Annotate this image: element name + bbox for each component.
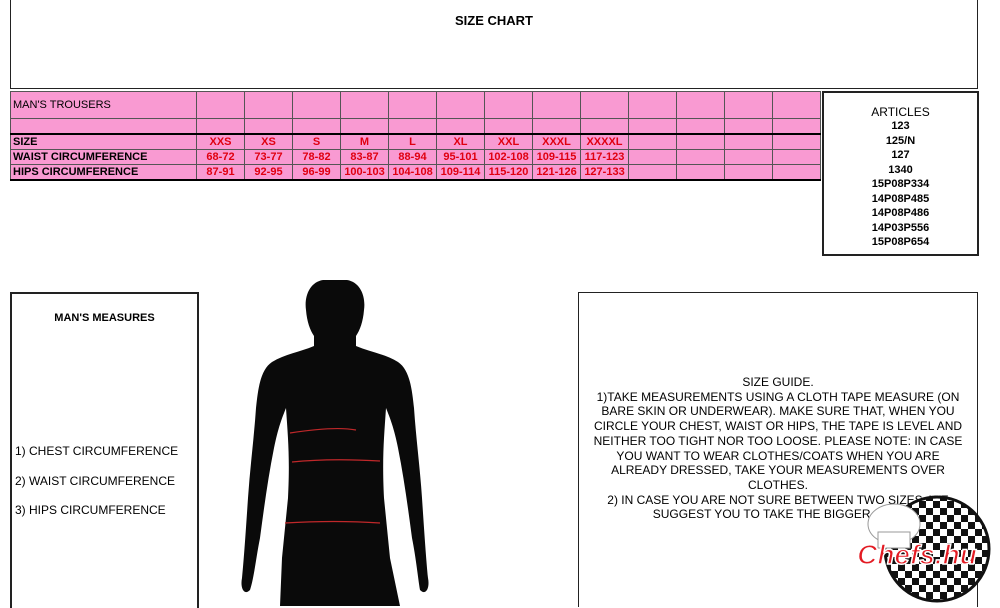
section-label: MAN'S TROUSERS — [10, 91, 197, 119]
size-cell: XXL — [484, 133, 533, 150]
size-cell: 104-108 — [388, 164, 437, 181]
empty-cell — [772, 133, 821, 150]
size-cell: 73-77 — [244, 149, 293, 165]
size-guide-box: SIZE GUIDE. 1)TAKE MEASUREMENTS USING A … — [578, 292, 978, 607]
size-cell: XXXXL — [580, 133, 629, 150]
articles-heading: ARTICLES — [871, 105, 930, 119]
chefs-logo: Chefs.hu — [856, 495, 991, 603]
empty-cell — [628, 149, 677, 165]
size-cell: 78-82 — [292, 149, 341, 165]
empty-cell — [628, 133, 677, 150]
table-row: HIPS CIRCUMFERENCE 87-91 92-95 96-99 100-103… — [10, 164, 821, 181]
table-empty-row — [10, 118, 821, 135]
size-table: MAN'S TROUSERS SIZE XXS XS S M L XL XXL XXXL XXXX… — [10, 91, 821, 181]
article-item: 14P08P485 — [871, 192, 930, 205]
size-cell: 121-126 — [532, 164, 581, 181]
size-cell: 109-114 — [436, 164, 485, 181]
size-cell: 127-133 — [580, 164, 629, 181]
empty-cell — [724, 164, 773, 181]
empty-cell — [676, 149, 725, 165]
empty-cell — [724, 133, 773, 150]
size-cell: 117-123 — [580, 149, 629, 165]
article-item: 15P08P334 — [871, 178, 930, 190]
size-cell: 68-72 — [196, 149, 245, 165]
size-cell: L — [388, 133, 437, 150]
page-title: SIZE CHART — [455, 13, 533, 28]
row-label: HIPS CIRCUMFERENCE — [10, 164, 197, 181]
size-cell: 102-108 — [484, 149, 533, 165]
size-cell: XS — [244, 133, 293, 150]
size-cell: XXS — [196, 133, 245, 150]
article-item: 15P08P654 — [871, 236, 930, 248]
empty-cell — [676, 133, 725, 150]
table-row: WAIST CIRCUMFERENCE 68-72 73-77 78-82 83-87 8… — [10, 149, 821, 165]
empty-cell — [772, 164, 821, 181]
size-cell: 109-115 — [532, 149, 581, 165]
size-cell: 96-99 — [292, 164, 341, 181]
article-item: 123 — [891, 120, 910, 132]
articles-box: ARTICLES 123 125/N 127 1340 15P08P334 14P08P4… — [822, 91, 979, 256]
measures-box: MAN'S MEASURES 1) CHEST CIRCUMFERENCE 2)… — [10, 292, 199, 608]
measure-item: 3) HIPS CIRCUMFERENCE — [15, 503, 166, 517]
row-label: SIZE — [10, 133, 197, 150]
article-item: 125/N — [885, 134, 916, 147]
table-row: SIZE XXS XS S M L XL XXL XXXL XXXXL — [10, 133, 821, 150]
table-section-row: MAN'S TROUSERS — [10, 91, 821, 119]
row-label: WAIST CIRCUMFERENCE — [10, 149, 197, 165]
svg-text:Chefs.hu: Chefs.hu — [857, 539, 977, 570]
measure-item: 2) WAIST CIRCUMFERENCE — [15, 474, 176, 488]
size-cell: 100-103 — [340, 164, 389, 181]
empty-cell — [724, 149, 773, 165]
measures-heading: MAN'S MEASURES — [54, 312, 155, 324]
size-cell: M — [340, 133, 389, 150]
empty-cell — [628, 164, 677, 181]
measure-item: 1) CHEST CIRCUMFERENCE — [15, 444, 179, 458]
size-cell: XXXL — [532, 133, 581, 150]
size-cell: 115-120 — [484, 164, 533, 181]
empty-cell — [772, 149, 821, 165]
size-guide-text: SIZE GUIDE. 1)TAKE MEASUREMENTS USING A … — [593, 375, 963, 522]
size-cell: S — [292, 133, 341, 150]
article-item: 127 — [891, 149, 910, 161]
article-item: 14P08P486 — [871, 207, 930, 219]
size-cell: 87-91 — [196, 164, 245, 181]
size-cell: 95-101 — [436, 149, 485, 165]
article-item: 1340 — [888, 163, 913, 176]
size-cell: 88-94 — [388, 149, 437, 165]
empty-cell — [676, 164, 725, 181]
man-silhouette-image — [241, 280, 429, 606]
size-cell: XL — [436, 133, 485, 150]
size-cell: 92-95 — [244, 164, 293, 181]
title-box: SIZE CHART — [10, 0, 978, 89]
size-cell: 83-87 — [340, 149, 389, 165]
article-item: 14P03P556 — [871, 221, 930, 234]
